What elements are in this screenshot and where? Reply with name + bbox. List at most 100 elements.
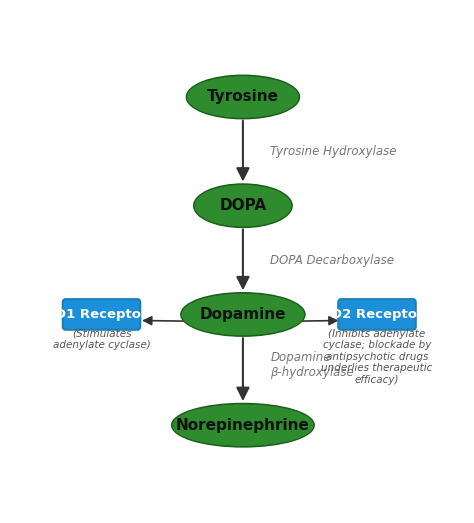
Ellipse shape [222,197,264,214]
Ellipse shape [202,301,283,328]
Text: Dopamine
β-hydroxylase: Dopamine β-hydroxylase [271,351,354,379]
Ellipse shape [202,82,283,112]
Ellipse shape [241,96,245,98]
FancyBboxPatch shape [338,300,416,329]
Ellipse shape [182,294,303,335]
Text: (Inhibits adenylate
cyclase; blockade by
antipsychotic drugs
underlies therapeut: (Inhibits adenylate cyclase; blockade by… [321,328,433,385]
FancyBboxPatch shape [63,299,140,329]
Ellipse shape [212,86,274,108]
Ellipse shape [186,75,300,119]
Ellipse shape [218,195,268,217]
Ellipse shape [213,304,273,324]
FancyBboxPatch shape [63,300,140,329]
Ellipse shape [210,304,275,325]
Ellipse shape [207,302,279,326]
FancyBboxPatch shape [338,300,416,329]
Ellipse shape [190,410,296,441]
Ellipse shape [206,414,280,436]
Ellipse shape [214,194,272,218]
FancyBboxPatch shape [63,299,140,329]
Text: Tyrosine: Tyrosine [207,89,279,105]
FancyBboxPatch shape [63,299,140,329]
Ellipse shape [200,188,286,224]
Ellipse shape [206,84,280,110]
Ellipse shape [237,203,249,208]
Ellipse shape [215,417,271,433]
Ellipse shape [210,191,276,220]
Ellipse shape [217,87,269,106]
Ellipse shape [218,418,268,433]
FancyBboxPatch shape [338,300,416,329]
Ellipse shape [219,306,267,323]
Ellipse shape [195,186,291,226]
FancyBboxPatch shape [63,300,140,329]
Text: (Stimulates
adenylate cyclase): (Stimulates adenylate cyclase) [53,328,150,350]
Ellipse shape [225,90,261,104]
FancyBboxPatch shape [338,300,416,329]
FancyBboxPatch shape [63,299,140,330]
Ellipse shape [199,300,287,329]
Ellipse shape [188,77,298,117]
Ellipse shape [186,295,300,333]
Ellipse shape [224,198,262,214]
Ellipse shape [230,92,256,101]
FancyBboxPatch shape [338,299,416,329]
FancyBboxPatch shape [338,299,416,329]
Ellipse shape [234,423,252,428]
Text: Tyrosine Hydroxylase: Tyrosine Hydroxylase [271,145,397,158]
Ellipse shape [193,79,292,115]
Ellipse shape [208,191,278,221]
Ellipse shape [180,407,306,444]
Ellipse shape [216,195,270,217]
Ellipse shape [209,303,277,326]
Ellipse shape [241,425,245,426]
Ellipse shape [238,204,248,208]
Ellipse shape [192,411,294,440]
Ellipse shape [223,308,263,321]
Ellipse shape [201,82,285,112]
Ellipse shape [229,310,257,319]
Ellipse shape [217,306,269,323]
Ellipse shape [205,190,281,222]
Ellipse shape [224,420,262,430]
Ellipse shape [196,412,290,439]
Ellipse shape [232,201,254,210]
Ellipse shape [239,313,247,316]
Ellipse shape [210,85,276,109]
Ellipse shape [231,422,255,428]
Ellipse shape [240,204,246,207]
Ellipse shape [222,419,264,431]
Ellipse shape [172,403,314,447]
Ellipse shape [208,84,278,110]
Ellipse shape [184,295,301,334]
FancyBboxPatch shape [63,299,140,329]
Ellipse shape [175,406,310,445]
Ellipse shape [228,200,257,212]
FancyBboxPatch shape [63,300,140,329]
Ellipse shape [234,94,252,100]
Ellipse shape [194,411,292,439]
Text: D2 Receptor: D2 Receptor [331,308,423,321]
Ellipse shape [208,415,278,435]
Ellipse shape [188,297,298,333]
Ellipse shape [219,88,267,106]
Ellipse shape [203,189,283,222]
FancyBboxPatch shape [338,300,416,329]
FancyBboxPatch shape [338,300,416,329]
FancyBboxPatch shape [338,300,416,329]
Ellipse shape [233,311,253,318]
Ellipse shape [213,193,273,219]
Ellipse shape [201,188,284,223]
FancyBboxPatch shape [63,299,140,329]
Text: DOPA Decarboxylase: DOPA Decarboxylase [271,254,394,267]
Ellipse shape [239,96,246,98]
Ellipse shape [190,77,296,117]
FancyBboxPatch shape [63,300,140,329]
FancyBboxPatch shape [63,300,140,329]
FancyBboxPatch shape [338,299,416,329]
Ellipse shape [196,299,290,330]
Ellipse shape [191,78,294,116]
Ellipse shape [230,200,255,211]
Ellipse shape [197,186,289,225]
Ellipse shape [213,86,272,108]
